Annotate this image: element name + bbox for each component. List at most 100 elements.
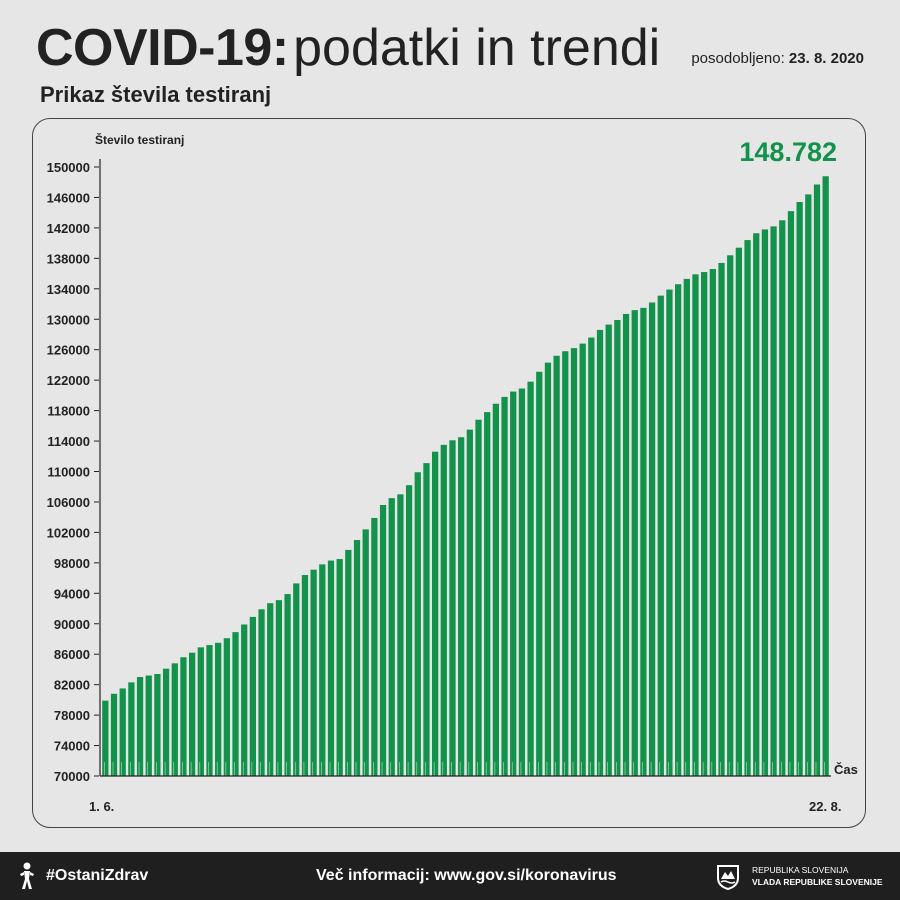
bar [171, 663, 178, 776]
bar [102, 700, 109, 776]
y-tick-label: 74000 [54, 739, 90, 754]
bar [622, 313, 630, 776]
y-tick-label: 118000 [47, 404, 90, 419]
chart-card: Število testiranj 150000 146000 142000 13800… [32, 118, 866, 828]
bar [440, 444, 447, 776]
footer-bar: #OstaniZdrav Več informacij: www.gov.si/… [0, 852, 900, 900]
slovenia-coat-of-arms-icon [717, 865, 739, 890]
title-secondary: podatki in trendi [293, 19, 661, 77]
bar [371, 517, 378, 776]
bar [162, 668, 170, 776]
bar [648, 302, 656, 776]
bar [458, 437, 465, 776]
y-tick-label: 110000 [47, 465, 90, 480]
y-tick-label: 122000 [47, 373, 90, 388]
y-tick-label: 70000 [54, 769, 90, 784]
y-tick-label: 102000 [47, 525, 90, 540]
latest-value-label: 148.782 [739, 137, 837, 167]
y-tick-label: 94000 [54, 586, 90, 601]
x-axis-title: Čas [834, 762, 858, 777]
bar [136, 677, 144, 776]
bar [301, 575, 309, 776]
person-icon [20, 862, 34, 889]
bar [822, 176, 829, 776]
bar [327, 560, 335, 776]
bar [362, 529, 369, 776]
y-tick-label: 82000 [54, 678, 90, 693]
bar [267, 603, 274, 776]
more-info-label: Več informacij: [316, 867, 430, 884]
bar [605, 324, 612, 776]
bar [284, 594, 291, 776]
bar-chart: Število testiranj 150000 146000 142000 13800… [47, 132, 858, 814]
bar [432, 451, 439, 776]
bar [345, 549, 352, 776]
x-end-label: 22. 8. [809, 799, 842, 814]
gov-line-2: VLADA REPUBLIKE SLOVENIJE [752, 877, 883, 887]
y-tick-label: 138000 [47, 251, 90, 266]
bar [501, 396, 508, 776]
government-label: REPUBLIKA SLOVENIJA VLADA REPUBLIKE SLOV… [752, 864, 883, 888]
bar [293, 583, 300, 776]
bar [197, 647, 204, 776]
bar [675, 284, 682, 776]
bar [275, 600, 283, 776]
bar [666, 289, 673, 776]
bar [353, 540, 361, 776]
bar [258, 609, 265, 776]
bar [709, 269, 716, 776]
bar [241, 624, 248, 776]
bar [805, 194, 812, 776]
bar [779, 220, 786, 777]
updated-info: posodobljeno: 23. 8. 2020 [691, 50, 864, 67]
bar [388, 498, 395, 776]
bar [492, 403, 499, 776]
x-start-label: 1. 6. [89, 799, 114, 814]
bar [223, 638, 230, 776]
hashtag-link[interactable]: #OstaniZdrav [46, 867, 149, 884]
bar [154, 673, 161, 776]
bar [475, 419, 482, 776]
bar [718, 262, 725, 776]
bar [527, 381, 534, 776]
bar [215, 642, 222, 776]
bar [536, 371, 543, 776]
y-tick-label: 114000 [47, 434, 90, 449]
bar [110, 693, 118, 776]
bar [614, 320, 621, 776]
y-tick-label: 142000 [47, 221, 90, 236]
bar [336, 559, 343, 776]
bar [570, 348, 578, 776]
bar [449, 440, 456, 776]
y-tick-label: 78000 [54, 708, 90, 723]
gov-line-1: REPUBLIKA SLOVENIJA [752, 865, 849, 875]
y-tick-label: 90000 [54, 617, 90, 632]
bar [701, 272, 708, 776]
bar [796, 202, 803, 776]
y-tick-label: 98000 [54, 556, 90, 571]
bar [544, 362, 552, 776]
bar [744, 240, 751, 776]
y-tick-label: 106000 [47, 495, 90, 510]
bar [727, 255, 734, 776]
bar [405, 485, 413, 776]
bar [484, 412, 491, 776]
bar [189, 652, 196, 776]
bar [640, 307, 647, 776]
bar [423, 463, 430, 776]
more-info-link[interactable]: www.gov.si/koronavirus [434, 867, 617, 884]
bar [466, 429, 473, 776]
bar [579, 343, 586, 776]
y-tick-label: 134000 [47, 282, 90, 297]
chart-subtitle: Prikaz števila testiranj [40, 82, 272, 107]
bar [518, 388, 526, 776]
bar [180, 657, 187, 776]
bar [397, 494, 404, 776]
bar [206, 645, 213, 776]
bar [770, 226, 777, 776]
bar [249, 616, 256, 776]
updated-label: posodobljeno: [691, 50, 785, 67]
bar [735, 247, 742, 776]
bar [562, 351, 569, 776]
bar [683, 278, 690, 776]
